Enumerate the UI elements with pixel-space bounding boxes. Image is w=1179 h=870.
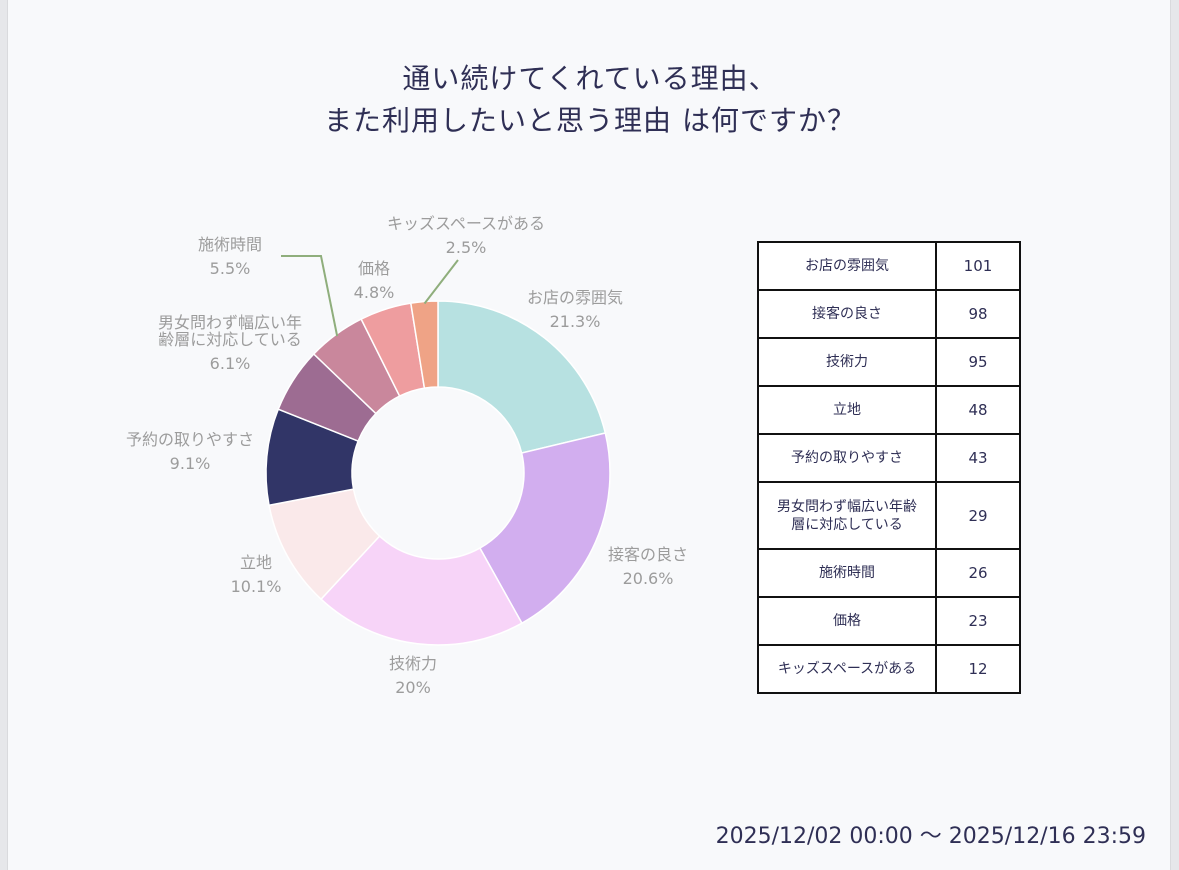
table-cell-value: 95 (935, 337, 1021, 387)
chart-title: 通い続けてくれている理由、 また利用したいと思う理由 は何ですか？ (8, 58, 1172, 142)
table-cell-label: 立地 (757, 385, 937, 435)
label-name-kids: キッズスペースがある (387, 214, 545, 233)
table-cell-value: 98 (935, 289, 1021, 339)
table-cell-value: 43 (935, 433, 1021, 483)
table-row: お店の雰囲気 101 (757, 241, 1021, 291)
label-pct-skill: 20% (395, 678, 431, 697)
chart-frame: 通い続けてくれている理由、 また利用したいと思う理由 は何ですか？ お店の雰囲気… (7, 0, 1171, 870)
label-pct-duration: 5.5% (210, 259, 251, 278)
title-line-1: 通い続けてくれている理由、 (402, 62, 778, 95)
table-cell-value: 23 (935, 596, 1021, 646)
label-pct-booking: 9.1% (170, 454, 211, 473)
donut-slices (265, 300, 611, 646)
table-row: 施術時間 26 (757, 548, 1021, 598)
label-name-all-ages-2: 齢層に対応している (158, 330, 302, 349)
table-row: 予約の取りやすさ 43 (757, 433, 1021, 483)
label-pct-location: 10.1% (231, 577, 282, 596)
table-cell-value: 48 (935, 385, 1021, 435)
donut-slice-0 (437, 300, 607, 454)
label-pct-price: 4.8% (354, 283, 395, 302)
donut-slice-1 (478, 432, 611, 625)
table-row: キッズスペースがある 12 (757, 644, 1021, 694)
leader-lines (281, 255, 459, 337)
label-pct-service: 20.6% (623, 569, 674, 588)
table-cell-label: 接客の良さ (757, 289, 937, 339)
label-pct-all-ages: 6.1% (210, 354, 251, 373)
date-range: 2025/12/02 00:00 ～ 2025/12/16 23:59 (715, 824, 1146, 849)
label-pct-ambience: 21.3% (550, 312, 601, 331)
donut-slice-8 (409, 300, 439, 389)
label-name-price: 価格 (358, 259, 390, 278)
label-name-skill: 技術力 (389, 654, 437, 673)
table-cell-value: 26 (935, 548, 1021, 598)
donut-slice-2 (320, 535, 523, 646)
label-name-all-ages-1: 男女問わず幅広い年 (158, 313, 302, 332)
leader-line-kids (423, 259, 459, 305)
label-name-duration: 施術時間 (198, 235, 262, 254)
table-cell-label: 予約の取りやすさ (757, 433, 937, 483)
label-name-service: 接客の良さ (608, 545, 688, 564)
table-cell-label: 男女問わず幅広い年齢 層に対応している (757, 481, 937, 550)
donut-chart: お店の雰囲気 21.3% 接客の良さ 20.6% 技術力 20% 立地 10.1… (126, 214, 688, 697)
table-row: 接客の良さ 98 (757, 289, 1021, 339)
table-row: 価格 23 (757, 596, 1021, 646)
label-pct-kids: 2.5% (446, 238, 487, 257)
table-cell-value: 29 (935, 481, 1021, 550)
leader-line-duration (281, 255, 339, 337)
title-line-2: また利用したいと思う理由 は何ですか？ (324, 104, 856, 137)
table-cell-label: 価格 (757, 596, 937, 646)
label-name-location: 立地 (240, 553, 272, 572)
label-name-ambience: お店の雰囲気 (527, 288, 623, 307)
label-name-booking: 予約の取りやすさ (126, 430, 254, 449)
table-row: 技術力 95 (757, 337, 1021, 387)
table-row: 男女問わず幅広い年齢 層に対応している 29 (757, 481, 1021, 550)
table-cell-value: 101 (935, 241, 1021, 291)
table-row: 立地 48 (757, 385, 1021, 435)
table-cell-value: 12 (935, 644, 1021, 694)
table-cell-label: 施術時間 (757, 548, 937, 598)
data-table: お店の雰囲気 101 接客の良さ 98 技術力 95 立地 48 予約の取りやす… (757, 241, 1021, 694)
table-cell-label: キッズスペースがある (757, 644, 937, 694)
table-cell-label: 技術力 (757, 337, 937, 387)
table-cell-label: お店の雰囲気 (757, 241, 937, 291)
